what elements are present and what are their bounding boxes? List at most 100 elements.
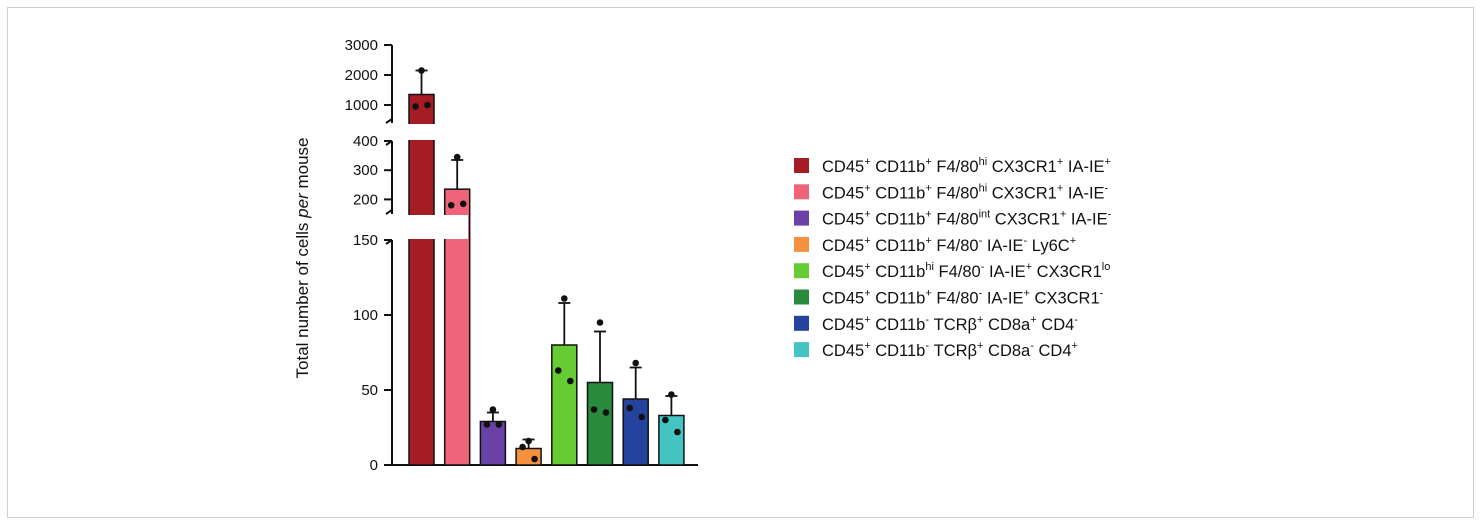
legend-text-run: CD11b xyxy=(871,263,926,281)
data-point xyxy=(596,319,604,326)
y-axis-label-part: mouse xyxy=(293,138,312,194)
data-point xyxy=(531,455,538,463)
legend-text-run: CX3CR1 xyxy=(987,184,1057,202)
data-point xyxy=(632,359,639,367)
legend-superscript: + xyxy=(864,235,870,247)
axis-break-gap xyxy=(396,124,468,140)
legend-superscript: + xyxy=(1057,156,1063,168)
y-axis-label-part: Total number of cells xyxy=(293,218,312,379)
legend-text-run: F4/80 xyxy=(932,184,979,202)
legend-text-run: CD11b xyxy=(871,211,926,229)
legend-superscript: + xyxy=(864,340,870,352)
legend-text-run: F4/80 xyxy=(932,237,979,255)
data-point xyxy=(453,153,461,161)
legend-text-run: CD45 xyxy=(822,263,864,281)
bar xyxy=(479,420,507,466)
data-point xyxy=(602,409,610,416)
legend-superscript: + xyxy=(864,209,870,221)
legend-superscript: hi xyxy=(979,156,988,168)
legend-superscript: + xyxy=(1026,261,1032,273)
bars xyxy=(396,69,685,466)
legend-swatch xyxy=(794,289,809,305)
legend-swatch xyxy=(794,210,809,226)
data-point xyxy=(567,377,574,385)
figure-frame: 0 50 100 150 200 300 400 1000 2000 3000 Total num… xyxy=(7,7,1474,518)
legend-superscript: - xyxy=(1024,235,1028,247)
legend-text-run: F4/80 xyxy=(932,211,979,229)
legend-text-run: CD11b xyxy=(871,316,926,334)
data-point xyxy=(412,103,419,110)
data-point xyxy=(561,295,568,302)
legend-entry: CD45+ CD11b- TCRβ+ CD8a- CD4+ xyxy=(822,340,1078,360)
legend-superscript: lo xyxy=(1102,261,1111,273)
legend-text-run: CX3CR1 xyxy=(987,158,1057,176)
data-point xyxy=(674,428,681,436)
legend-superscript: + xyxy=(977,340,983,352)
legend-entry: CD45+ CD11bhi F4/80- IA-IE+ CX3CR1lo xyxy=(822,261,1110,281)
legend-text-run: CD11b xyxy=(871,342,926,360)
data-point xyxy=(668,391,675,398)
legend-text-run: CD11b xyxy=(871,290,926,308)
bar xyxy=(515,447,542,466)
axis-break-gap xyxy=(396,215,468,239)
y-tick-label: 0 xyxy=(370,457,378,474)
data-point xyxy=(447,201,455,209)
legend-superscript: + xyxy=(1024,288,1030,300)
y-tick-label: 50 xyxy=(361,382,378,399)
legend-text-run: CX3CR1 xyxy=(1030,290,1100,308)
data-point xyxy=(495,421,503,428)
legend-superscript: + xyxy=(925,235,931,247)
legend-entry: CD45+ CD11b- TCRβ+ CD8a+ CD4- xyxy=(822,314,1078,334)
legend-text-run: CD8a xyxy=(983,342,1031,360)
bar xyxy=(586,381,614,466)
legend-text-run: CX3CR1 xyxy=(1032,263,1102,281)
legend-text-run: CD45 xyxy=(822,211,864,229)
legend-text-run: CD45 xyxy=(822,316,864,334)
legend-superscript: + xyxy=(864,182,870,194)
legend-superscript: + xyxy=(1030,314,1036,326)
y-tick-label: 1000 xyxy=(345,97,378,114)
legend-superscript: + xyxy=(1105,156,1111,168)
data-point xyxy=(519,443,526,451)
legend-superscript: + xyxy=(925,288,931,300)
legend-superscript: int xyxy=(979,209,991,221)
data-point xyxy=(662,416,669,424)
bar xyxy=(658,414,685,466)
y-tick-label: 100 xyxy=(353,307,378,324)
legend-text-run: TCRβ xyxy=(929,316,977,334)
bar xyxy=(551,344,578,466)
legend-text-run: F4/80 xyxy=(934,263,981,281)
legend-superscript: - xyxy=(1105,182,1109,194)
y-axis-label-part: per xyxy=(293,192,312,219)
legend-text-run: TCRβ xyxy=(929,342,977,360)
legend-text-run: CD11b xyxy=(871,158,926,176)
legend-swatch xyxy=(794,184,809,200)
legend-entry: CD45+ CD11b+ F4/80hi CX3CR1+ IA-IE+ xyxy=(822,156,1111,176)
bar xyxy=(408,93,435,466)
legend-superscript: + xyxy=(1060,209,1066,221)
data-point xyxy=(424,101,431,109)
legend-text-run: IA-IE xyxy=(1063,184,1104,202)
y-tick-label: 400 xyxy=(353,133,378,150)
legend-text-run: CD45 xyxy=(822,237,864,255)
legend-text-run: IA-IE xyxy=(982,237,1023,255)
legend-superscript: + xyxy=(1072,340,1078,352)
legend-text-run: F4/80 xyxy=(932,290,979,308)
y-axis-label: Total number of cells per mouse xyxy=(293,138,312,379)
y-tick-label: 200 xyxy=(353,191,378,208)
data-point xyxy=(638,413,645,421)
legend-superscript: - xyxy=(979,235,983,247)
legend-superscript: + xyxy=(864,261,870,273)
legend-entry: CD45+ CD11b+ F4/80int CX3CR1+ IA-IE- xyxy=(822,209,1112,229)
legend-text-run: CD4 xyxy=(1037,316,1075,334)
legend-superscript: - xyxy=(1108,209,1112,221)
legend-text-run: CD45 xyxy=(822,184,864,202)
legend-entry: CD45+ CD11b+ F4/80- IA-IE- Ly6C+ xyxy=(822,235,1076,255)
legend-text-run: CD45 xyxy=(822,290,864,308)
legend-text-run: CD11b xyxy=(871,184,926,202)
y-tick-label: 3000 xyxy=(345,37,378,54)
legend-superscript: - xyxy=(1074,314,1078,326)
legend: CD45+ CD11b+ F4/80hi CX3CR1+ IA-IE+CD45+… xyxy=(794,156,1112,360)
bar-chart: 0 50 100 150 200 300 400 1000 2000 3000 Total num… xyxy=(293,37,1112,474)
legend-superscript: - xyxy=(981,261,985,273)
